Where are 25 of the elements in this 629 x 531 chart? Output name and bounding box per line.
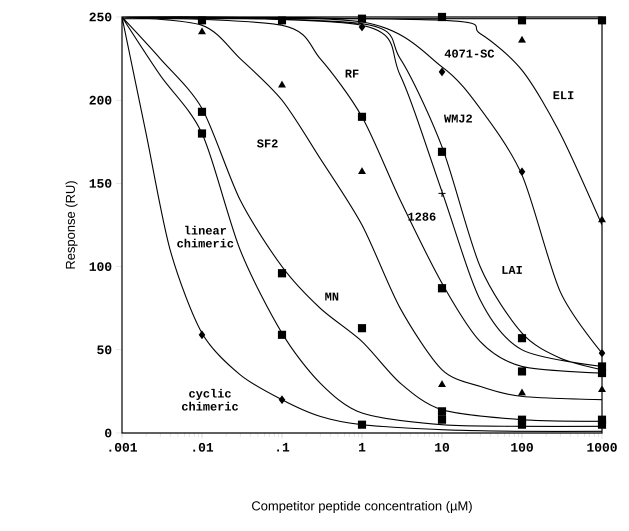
annotation: SF2 [257, 139, 278, 148]
x-tick-label: .1 [277, 442, 290, 452]
annotation: 1286 [408, 212, 436, 221]
y-tick-label: 0 [105, 428, 112, 438]
annotation: linear chimeric [177, 226, 234, 248]
y-tick-label: 200 [90, 96, 112, 105]
x-tick-label: 1000 [587, 442, 617, 452]
annotation: ELI [554, 91, 574, 100]
annotation: RF [346, 70, 358, 78]
x-tick-label: .01 [193, 442, 214, 452]
annotation: cyclic chimeric [182, 388, 238, 411]
y-tick-label: 250 [90, 12, 112, 22]
annotation: MN [325, 292, 338, 300]
annotation: 4071-SC [444, 50, 494, 58]
x-tick-label: .001 [109, 442, 137, 452]
x-tick-label: 1 [358, 442, 366, 452]
x-tick-label: 10 [435, 442, 450, 452]
y-tick-label: 50 [97, 345, 112, 354]
y-tick-label: 150 [90, 178, 112, 188]
annotation: LAI [502, 266, 522, 274]
y-tick-label: 100 [90, 262, 112, 271]
x-tick-label: 100 [511, 442, 533, 452]
annotation: WMJ2 [444, 114, 472, 123]
y-axis-title: Response (RU) [65, 181, 78, 269]
x-axis-title: Competitor peptide concentration (µM) [252, 500, 472, 514]
